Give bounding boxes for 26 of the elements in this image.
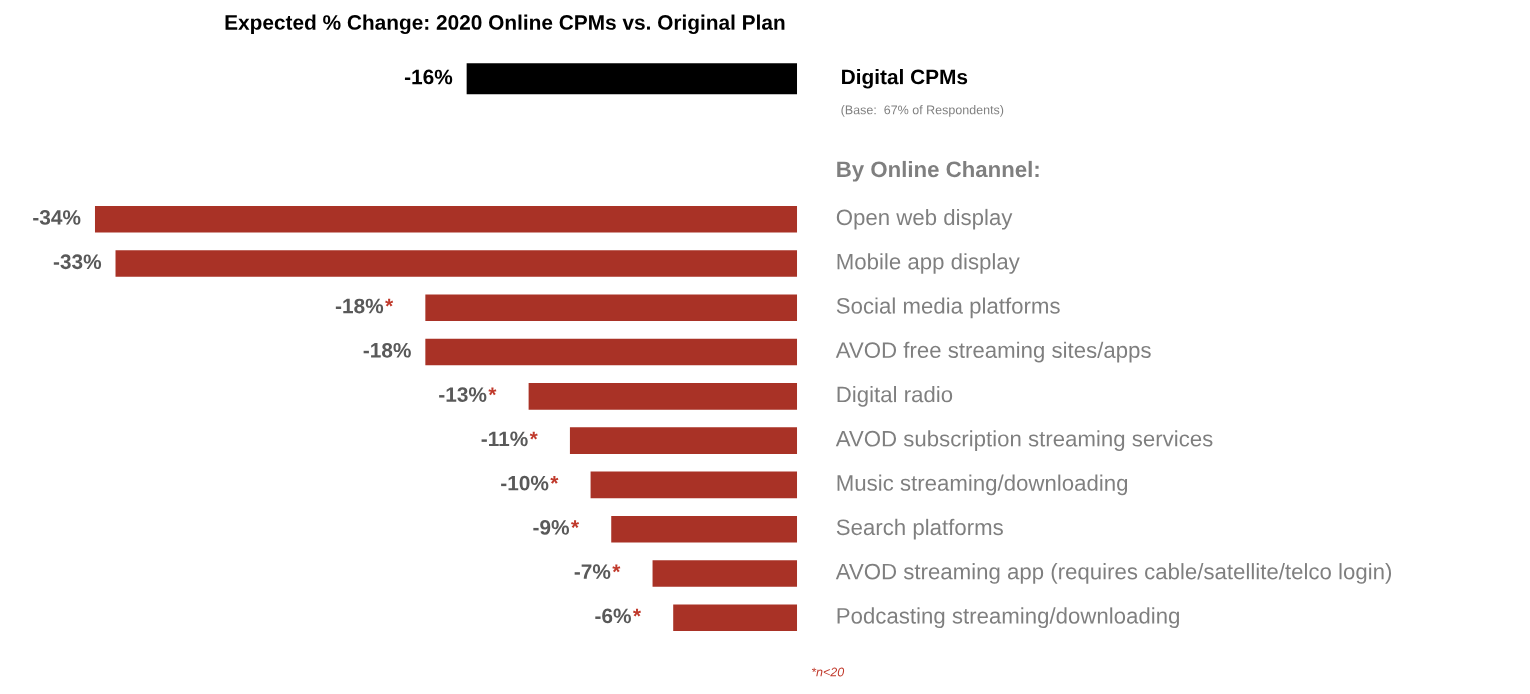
data-label: -9%*: [533, 520, 580, 535]
data-label: -18%: [363, 342, 411, 358]
data-label: -7%*: [574, 564, 621, 579]
data-label: -6%*: [595, 608, 642, 624]
y-tick-label: Digital CPMs: [842, 69, 968, 89]
y-tick-label: AVOD streaming app (requires cable/satellite/telco login): [835, 563, 1392, 584]
y-tick-label: Social media platforms: [836, 297, 1060, 319]
data-label: -33%: [53, 254, 102, 270]
y-tick-label: Podcasting streaming/downloading: [837, 607, 1179, 629]
y-tick-label: Open web display: [836, 208, 1013, 230]
data-label: -16%: [404, 69, 453, 85]
y-tick-label: Digital radio: [837, 385, 953, 407]
y-tick-label: Mobile app display: [837, 253, 1020, 274]
data-label: -13%*: [439, 387, 497, 402]
chart-title: Expected % Change: 2020 Online CPMs vs. Original Plan: [225, 14, 785, 35]
data-label: -11%*: [481, 431, 538, 447]
text: *n<20: [811, 667, 845, 677]
text: (Base: 67% of Respondents): [841, 105, 1004, 117]
data-label: -10%*: [501, 475, 559, 491]
y-tick-label: Search platforms: [836, 518, 1003, 540]
y-tick-label: Music streaming/downloading: [837, 474, 1128, 496]
y-tick-label: AVOD free streaming sites/apps: [835, 341, 1151, 363]
data-label: -34%: [33, 210, 81, 225]
data-label: -18%*: [335, 298, 394, 314]
text: By Online Channel:: [837, 160, 1039, 182]
y-tick-label: AVOD subscription streaming services: [835, 430, 1213, 451]
